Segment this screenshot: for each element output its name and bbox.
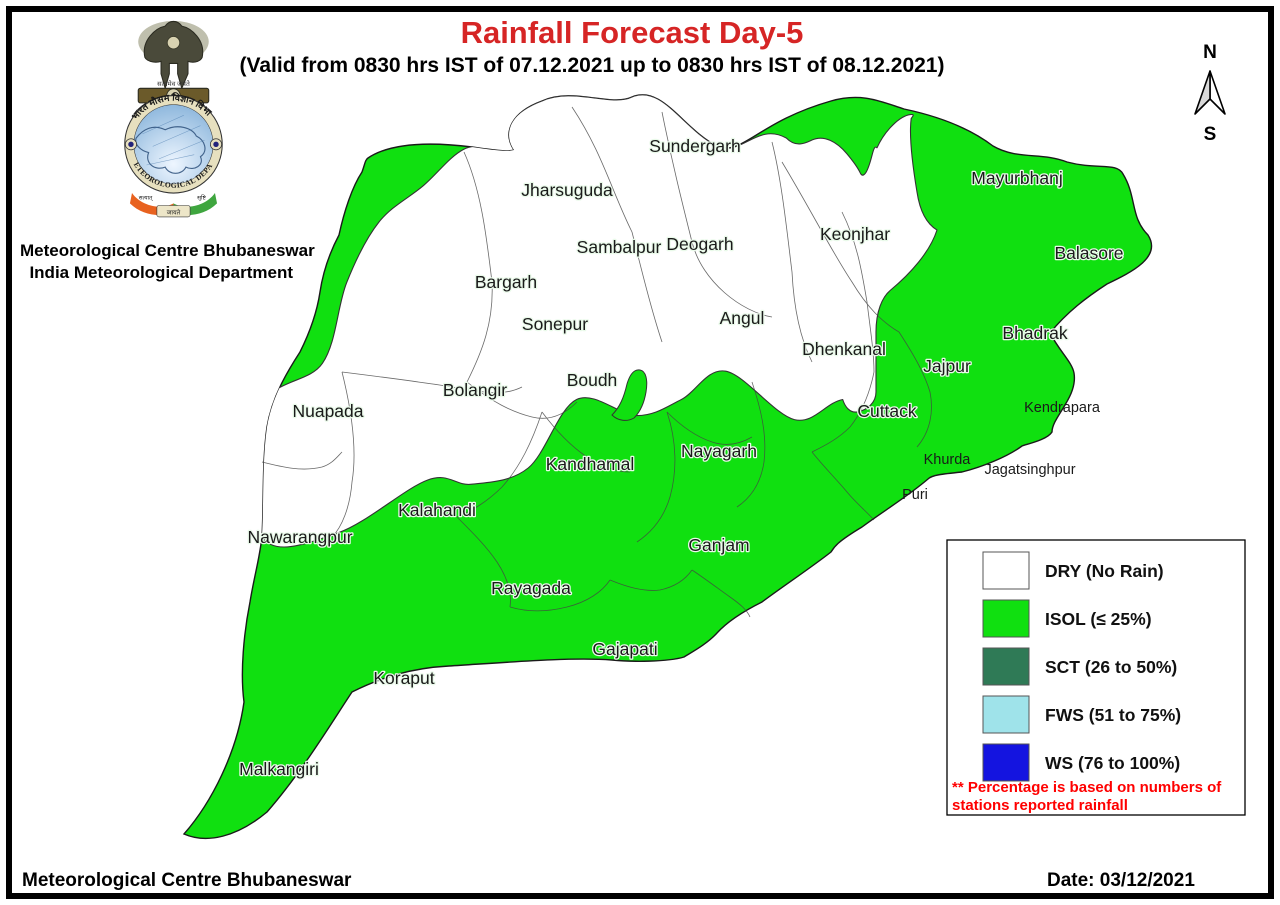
svg-text:ISOL (≤ 25%): ISOL (≤ 25%) [1045,609,1152,629]
svg-text:Mayurbhanj: Mayurbhanj [971,168,1062,188]
svg-text:Sambalpur: Sambalpur [577,237,662,257]
svg-text:Koraput: Koraput [373,668,434,688]
svg-text:FWS (51 to 75%): FWS (51 to 75%) [1045,705,1181,725]
svg-text:Jajpur: Jajpur [923,356,971,376]
svg-text:Bargarh: Bargarh [475,272,537,292]
svg-text:S: S [1204,124,1217,145]
svg-text:Gajapati: Gajapati [592,639,657,659]
svg-text:Angul: Angul [720,308,765,328]
svg-text:Kendrapara: Kendrapara [1024,400,1101,416]
svg-text:Kalahandi: Kalahandi [398,500,476,520]
svg-text:SCT (26 to 50%): SCT (26 to 50%) [1045,657,1177,677]
svg-text:Malkangiri: Malkangiri [239,759,319,779]
svg-text:WS (76 to 100%): WS (76 to 100%) [1045,753,1180,773]
svg-text:N: N [1203,42,1217,63]
svg-text:Dhenkanal: Dhenkanal [802,339,886,359]
svg-text:DRY (No Rain): DRY (No Rain) [1045,561,1164,581]
svg-text:Rayagada: Rayagada [491,578,571,598]
svg-text:Boudh: Boudh [567,370,618,390]
svg-text:Bolangir: Bolangir [443,380,507,400]
svg-text:Nawarangpur: Nawarangpur [247,527,352,547]
svg-text:Ganjam: Ganjam [688,535,749,555]
svg-text:Sundergarh: Sundergarh [649,136,740,156]
svg-text:Khurda: Khurda [924,452,972,468]
svg-text:Puri: Puri [902,487,928,503]
svg-text:Nayagarh: Nayagarh [681,441,757,461]
svg-text:** Percentage is based on numb: ** Percentage is based on numbers of [952,779,1222,796]
svg-text:Sonepur: Sonepur [522,314,588,334]
svg-text:Kandhamal: Kandhamal [546,454,635,474]
svg-text:Bhadrak: Bhadrak [1002,323,1067,343]
svg-text:Nuapada: Nuapada [292,401,363,421]
svg-text:stations reported rainfall: stations reported rainfall [952,797,1128,814]
svg-text:Deogarh: Deogarh [666,234,733,254]
svg-text:Balasore: Balasore [1054,243,1123,263]
svg-text:Jagatsinghpur: Jagatsinghpur [984,462,1075,478]
svg-text:Cuttack: Cuttack [857,401,917,421]
svg-text:Jharsuguda: Jharsuguda [521,180,613,200]
svg-text:Keonjhar: Keonjhar [820,224,890,244]
